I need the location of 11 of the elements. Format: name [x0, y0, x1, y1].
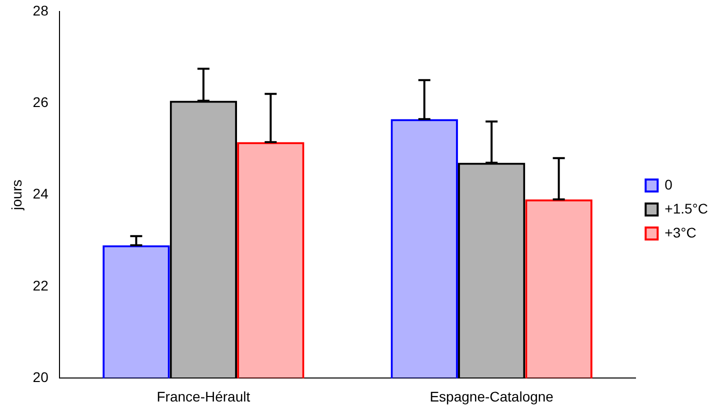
- x-tick-label: France-Hérault: [156, 388, 250, 404]
- y-tick-label: 22: [32, 277, 49, 294]
- y-axis-title: jours: [8, 180, 24, 211]
- y-tick-label: 20: [32, 369, 49, 386]
- x-tick-label: Espagne-Catalogne: [430, 388, 554, 404]
- legend-label: 0: [664, 176, 673, 192]
- y-tick-label: 24: [32, 186, 49, 202]
- legend-label: +1.5°C: [664, 200, 708, 216]
- legend-label: +3°C: [664, 224, 696, 240]
- y-tick-label: 26: [32, 94, 49, 110]
- y-tick-label: 28: [32, 2, 49, 18]
